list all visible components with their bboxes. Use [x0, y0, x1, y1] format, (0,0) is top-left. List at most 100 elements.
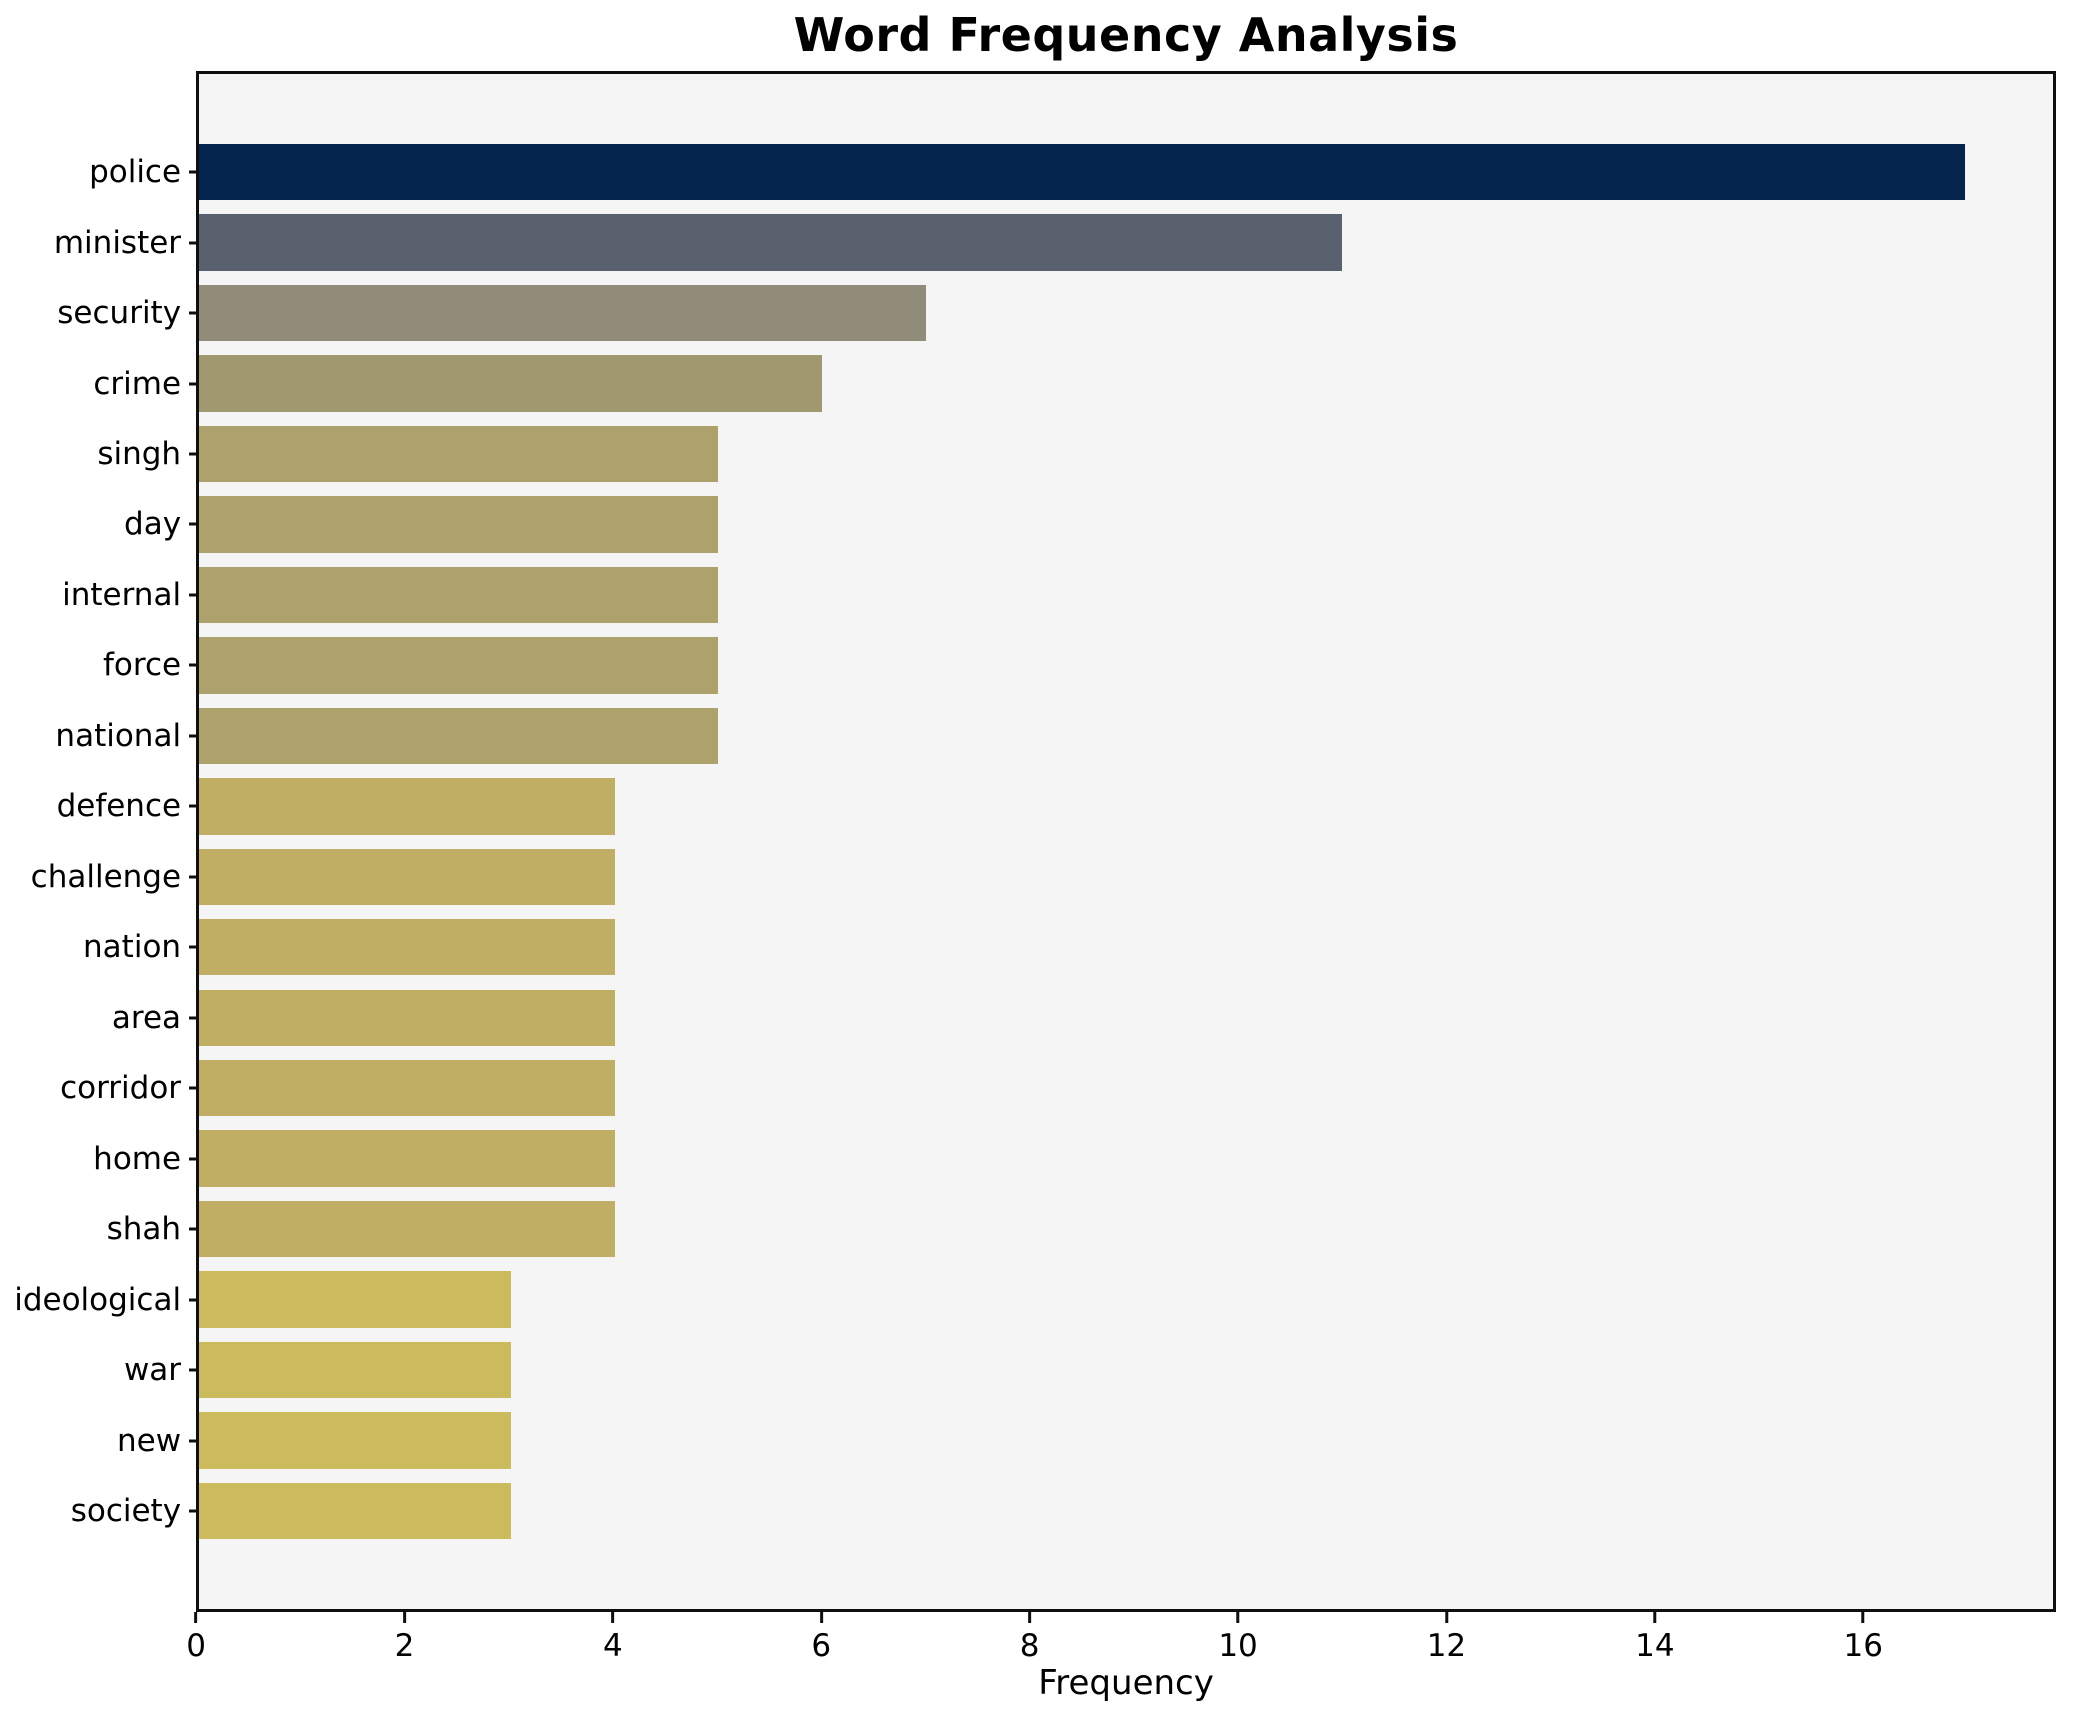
bar-row: national — [55, 701, 2053, 771]
y-tick — [189, 875, 200, 879]
x-tick-mark — [1444, 1612, 1448, 1624]
bar-row: nation — [83, 912, 2053, 982]
bar — [199, 778, 615, 835]
bar-row: area — [112, 983, 2053, 1053]
y-tick — [189, 382, 200, 386]
x-tick-mark — [1861, 1612, 1865, 1624]
x-axis: 0 2 4 6 8 10 12 14 16 — [186, 1612, 2056, 1682]
category-label: challenge — [30, 858, 182, 895]
x-tick: 2 — [394, 1612, 415, 1665]
bar-row: shah — [107, 1194, 2053, 1264]
bars-container: police minister security crime singh day inter… — [14, 137, 2053, 1546]
y-tick — [189, 1439, 200, 1443]
x-tick-label: 8 — [1019, 1628, 1040, 1665]
y-tick — [189, 522, 200, 526]
x-tick: 8 — [1020, 1612, 1040, 1664]
bar-row: security — [57, 278, 2053, 348]
bar — [199, 355, 823, 412]
x-tick-label: 4 — [602, 1628, 623, 1665]
y-tick — [189, 241, 200, 245]
bar-row: war — [124, 1335, 2053, 1405]
category-label: crime — [93, 365, 182, 402]
category-label: area — [111, 999, 182, 1036]
x-tick: 10 — [1218, 1612, 1258, 1665]
category-label: ideological — [14, 1281, 182, 1318]
bar — [199, 284, 927, 342]
bar-row: new — [117, 1405, 2053, 1475]
bar — [199, 496, 719, 553]
bar — [199, 1271, 511, 1328]
x-tick-label: 2 — [394, 1628, 415, 1665]
bar-row: day — [124, 489, 2053, 559]
y-tick — [189, 734, 200, 738]
y-tick — [189, 1086, 200, 1090]
category-label: day — [124, 506, 182, 543]
bar — [199, 1412, 511, 1469]
y-tick — [189, 804, 200, 808]
bar — [199, 848, 615, 905]
category-label: defence — [56, 788, 182, 825]
bar — [199, 919, 615, 976]
category-label: society — [70, 1493, 182, 1530]
bar-row: minister — [54, 207, 2053, 277]
bar-row: home — [93, 1123, 2053, 1193]
category-label: security — [57, 295, 182, 332]
bar-row: police — [89, 137, 2053, 207]
x-tick-label: 6 — [811, 1628, 832, 1665]
x-tick: 0 — [186, 1612, 206, 1664]
x-tick-mark — [819, 1612, 823, 1624]
bar — [199, 1482, 511, 1540]
y-tick — [189, 170, 200, 174]
bar — [199, 1060, 615, 1117]
category-label: force — [103, 647, 182, 684]
category-label: singh — [97, 435, 182, 472]
category-label: nation — [83, 929, 182, 966]
y-tick — [189, 593, 200, 597]
x-tick-mark — [1028, 1612, 1032, 1624]
x-tick: 16 — [1844, 1612, 1883, 1664]
category-label: police — [89, 154, 182, 191]
plot-area: police minister security crime singh day inter… — [14, 70, 2057, 1613]
bar — [199, 214, 1342, 271]
category-label: war — [123, 1352, 182, 1389]
chart-title: Word Frequency Analysis — [793, 8, 1459, 62]
x-tick: 14 — [1635, 1612, 1675, 1665]
x-tick: 12 — [1427, 1612, 1466, 1664]
y-tick — [189, 1016, 200, 1020]
bar — [199, 989, 615, 1046]
x-tick: 4 — [603, 1612, 623, 1664]
category-label: shah — [106, 1211, 182, 1248]
y-tick — [189, 311, 200, 315]
bar-row: crime — [93, 348, 2053, 418]
category-label: corridor — [60, 1070, 182, 1107]
bar-row: internal — [62, 560, 2053, 630]
category-label: home — [93, 1140, 182, 1177]
bar — [199, 1130, 615, 1187]
bar-row: challenge — [31, 842, 2053, 912]
x-tick-mark — [611, 1612, 615, 1624]
y-tick — [189, 1227, 200, 1231]
bar — [199, 425, 719, 483]
x-tick-label: 12 — [1426, 1628, 1467, 1665]
x-tick-label: 16 — [1843, 1628, 1883, 1665]
x-tick-label: 14 — [1635, 1628, 1675, 1665]
y-tick — [189, 945, 200, 949]
x-tick-mark — [194, 1612, 198, 1624]
bar — [199, 1341, 511, 1399]
bar — [199, 637, 719, 694]
category-label: new — [116, 1422, 182, 1459]
bar-row: force — [103, 630, 2053, 700]
x-tick: 6 — [811, 1612, 831, 1664]
bar — [199, 1200, 615, 1258]
bar-row: corridor — [60, 1053, 2053, 1123]
x-axis-title: Frequency — [1038, 1662, 1214, 1703]
bar-row: society — [71, 1476, 2053, 1546]
bar-row: singh — [97, 419, 2053, 489]
bar — [199, 707, 719, 765]
y-tick — [189, 1509, 200, 1513]
y-tick — [189, 1368, 200, 1372]
bar-row: ideological — [14, 1264, 2053, 1334]
category-label: internal — [62, 576, 182, 613]
x-tick-label: 10 — [1218, 1628, 1258, 1665]
